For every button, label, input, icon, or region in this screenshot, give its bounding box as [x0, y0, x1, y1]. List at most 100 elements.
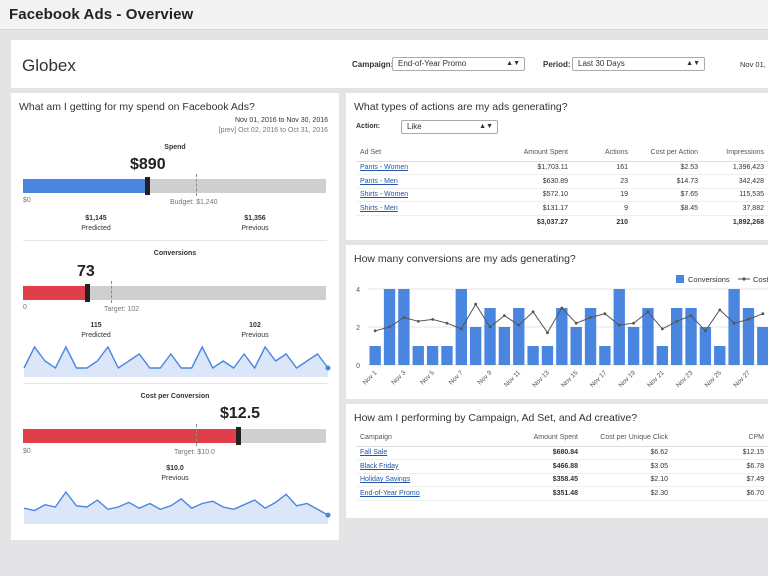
- cell: $680.84: [506, 446, 582, 460]
- conversions-min: 0: [23, 304, 27, 311]
- col-impressions: Impressions: [702, 145, 768, 162]
- col-cpm: CPM: [672, 430, 768, 447]
- spend-min: $0: [23, 197, 31, 204]
- cell: 9: [572, 201, 632, 216]
- cell: $12.15: [672, 446, 768, 460]
- legend-label-conversions: Conversions: [688, 275, 730, 284]
- cpc-sparkline-line: [23, 490, 329, 516]
- cell: 37,882: [702, 201, 768, 216]
- bar: [369, 346, 381, 365]
- cell: $3.05: [582, 459, 672, 474]
- cost-point: [747, 318, 750, 321]
- ad-set-link[interactable]: Shirts - Men: [360, 204, 398, 212]
- cost-point: [474, 302, 478, 306]
- campaign-link[interactable]: Holiday Savings: [360, 476, 411, 484]
- conversions-predicted-value: 115: [90, 322, 102, 329]
- cost-point: [445, 321, 449, 325]
- divider: [23, 240, 327, 241]
- table-header-row: Ad Set Amount Spent Actions Cost per Act…: [356, 145, 768, 162]
- cell: [356, 214, 486, 229]
- cell: 1,892,268: [702, 214, 768, 229]
- cost-point: [416, 319, 420, 323]
- conversions-predicted-label: Predicted: [81, 332, 111, 339]
- period-select[interactable]: Last 30 Days ▲▼: [572, 57, 705, 71]
- cell: 161: [572, 161, 632, 175]
- cost-point: [459, 327, 463, 331]
- bar: [656, 346, 668, 365]
- col-cost-per-action: Cost per Action: [632, 145, 702, 162]
- col-amount-spent: Amount Spent: [486, 145, 572, 162]
- cell: $131.17: [486, 201, 572, 216]
- cell: $2.10: [582, 473, 672, 487]
- bar: [412, 346, 424, 365]
- cell: $7.65: [632, 188, 702, 202]
- cost-point: [431, 318, 435, 321]
- spend-budget: Budget: $1,240: [170, 199, 218, 206]
- y-tick-label: 0: [356, 363, 360, 370]
- actions-table: Ad Set Amount Spent Actions Cost per Act…: [356, 145, 768, 229]
- cost-point: [603, 312, 607, 316]
- conversions-sparkline-line: [23, 345, 329, 370]
- prev-date-range: [prev] Oct 02, 2016 to Oct 31, 2016: [218, 127, 328, 134]
- select-arrows-icon: ▲▼: [506, 60, 520, 67]
- cell: $466.88: [506, 459, 582, 474]
- campaign-link[interactable]: End-of-Year Promo: [360, 489, 420, 497]
- x-tick-label: Nov 7: [448, 369, 465, 386]
- actions-panel: What types of actions are my ads generat…: [346, 93, 768, 240]
- bar: [513, 308, 525, 365]
- cell: 115,535: [702, 188, 768, 202]
- ad-set-link[interactable]: Pants - Women: [360, 164, 409, 172]
- bar: [685, 308, 697, 365]
- cell: $572.10: [486, 188, 572, 202]
- conversions-chart: 0 2 4 Nov 1 Nov 3 Nov 5 Nov 7 Nov 9 Nov 11 Nov 13…: [356, 275, 768, 389]
- bar: [527, 346, 539, 365]
- company-name: Globex: [22, 56, 76, 75]
- bar: [484, 308, 496, 365]
- action-select[interactable]: Like ▲▼: [401, 120, 498, 134]
- cell: 1,396,423: [702, 161, 768, 175]
- x-tick-label: Nov 25: [704, 369, 724, 389]
- table-row: Pants - Women $1,703.11 161 $2.53 1,396,…: [356, 161, 768, 175]
- cpc-min: $0: [23, 448, 31, 455]
- cell: $351.48: [506, 486, 582, 501]
- cell: $2.30: [582, 486, 672, 501]
- campaign-select[interactable]: End-of-Year Promo ▲▼: [392, 57, 525, 71]
- cell: 23: [572, 174, 632, 189]
- period-label: Period:: [543, 60, 571, 69]
- spend-panel-title: What am I getting for my spend on Facebo…: [19, 101, 255, 113]
- ad-set-link[interactable]: Shirts - Women: [360, 191, 409, 199]
- legend-label-cost: Cost: [753, 275, 768, 284]
- bar: [556, 308, 568, 365]
- cell: $2.53: [632, 161, 702, 175]
- table-row: Black Friday $466.88 $3.05 $6.78: [356, 459, 768, 474]
- cpc-previous-label: Previous: [161, 475, 189, 482]
- performance-panel: How am I performing by Campaign, Ad Set,…: [346, 404, 768, 518]
- cell: 210: [572, 214, 632, 229]
- cell: $1,703.11: [486, 161, 572, 175]
- cell: $6.78: [672, 459, 768, 474]
- conversions-previous-label: Previous: [241, 332, 269, 339]
- cost-point: [703, 329, 707, 333]
- campaign-link[interactable]: Black Friday: [360, 462, 399, 470]
- dashboard-header: Globex Campaign: End-of-Year Promo ▲▼ Pe…: [11, 40, 768, 88]
- action-label: Action:: [356, 123, 381, 130]
- campaign-link[interactable]: Fall Sale: [360, 449, 388, 457]
- ad-set-link[interactable]: Pants - Men: [360, 177, 398, 185]
- x-tick-label: Nov 5: [419, 369, 436, 386]
- x-tick-label: Nov 11: [503, 369, 522, 388]
- table-header-row: Campaign Amount Spent Cost per Unique Cl…: [356, 430, 768, 447]
- conversions-bar: [23, 281, 326, 303]
- cell: $8.45: [632, 201, 702, 216]
- conversions-previous-value: 102: [249, 322, 261, 329]
- col-campaign: Campaign: [356, 430, 506, 447]
- cell: 342,428: [702, 174, 768, 189]
- cpc-target: Target: $10.0: [174, 449, 215, 456]
- campaign-label: Campaign:: [352, 60, 394, 69]
- cost-point: [689, 314, 693, 317]
- spend-value: $890: [130, 156, 166, 173]
- x-tick-label: Nov 15: [560, 369, 580, 389]
- cell: $630.89: [486, 174, 572, 189]
- cost-point: [560, 306, 564, 310]
- performance-table: Campaign Amount Spent Cost per Unique Cl…: [356, 430, 768, 501]
- conversions-value: 73: [77, 263, 95, 280]
